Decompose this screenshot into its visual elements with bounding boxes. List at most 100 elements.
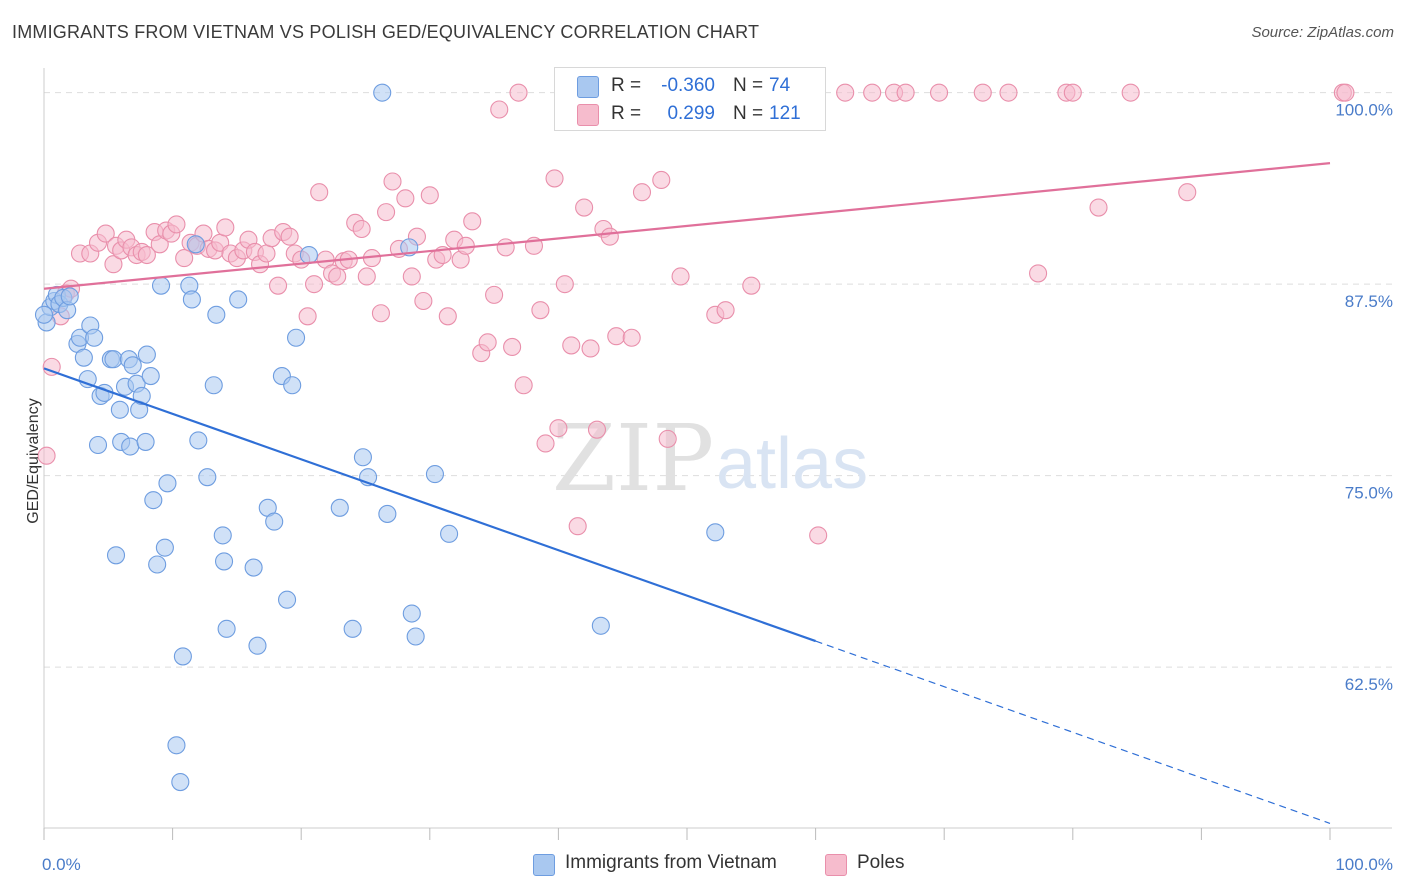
- vietnam-point: [167, 736, 186, 755]
- poles-point: [1336, 83, 1355, 102]
- vietnam-point: [217, 619, 236, 638]
- poles-point: [531, 301, 550, 320]
- vietnam-point: [60, 287, 79, 306]
- poles-point: [357, 267, 376, 286]
- vietnam-point: [248, 636, 267, 655]
- stats-n-value: 74: [769, 75, 791, 96]
- vietnam-point: [121, 437, 140, 456]
- vietnam-point: [158, 474, 177, 493]
- poles-point: [137, 245, 156, 265]
- poles-point: [896, 83, 915, 102]
- vietnam-point: [213, 526, 232, 545]
- poles-point: [652, 170, 671, 190]
- poles-point: [587, 420, 607, 439]
- vietnam-point: [214, 552, 234, 571]
- stats-n-value: 121: [769, 103, 801, 124]
- vietnam-point: [207, 305, 226, 324]
- vietnam-point: [425, 465, 444, 484]
- stats-n-label: N =: [733, 103, 764, 124]
- vietnam-point: [110, 400, 129, 419]
- poles-point: [269, 276, 288, 295]
- stats-row-vietnam: R = -0.360 N = 74: [555, 72, 825, 100]
- x-tick-label: 100.0%: [1335, 855, 1393, 874]
- vietnam-point: [132, 386, 151, 406]
- vietnam-point: [287, 328, 306, 347]
- vietnam-point: [85, 328, 104, 347]
- stats-r-label: R =: [611, 75, 642, 96]
- vietnam-point: [34, 305, 54, 324]
- stats-box: R = -0.360 N = 74 R = 0.299 N = 121: [554, 67, 826, 131]
- vietnam-point: [204, 376, 223, 395]
- poles-point: [1089, 198, 1108, 217]
- vietnam-point: [151, 276, 171, 295]
- vietnam-trend-line: [43, 367, 816, 643]
- vietnam-point: [141, 367, 160, 386]
- poles-point: [1029, 264, 1048, 283]
- poles-point: [545, 169, 564, 188]
- poles-point: [37, 446, 56, 465]
- poles-point: [478, 333, 497, 352]
- legend-label-poles: Poles: [857, 852, 905, 873]
- poles-point: [402, 267, 421, 286]
- vietnam-point: [186, 235, 205, 254]
- vietnam-point: [299, 245, 318, 265]
- y-tick-label: 87.5%: [1345, 292, 1393, 311]
- y-tick-label: 75.0%: [1345, 484, 1393, 503]
- stats-r-label: R =: [611, 103, 642, 124]
- y-tick-label: 100.0%: [1335, 101, 1393, 120]
- vietnam-point: [171, 772, 190, 792]
- poles-point: [973, 83, 992, 102]
- stats-swatch-vietnam: [577, 76, 599, 98]
- chart-title: IMMIGRANTS FROM VIETNAM VS POLISH GED/EQ…: [12, 22, 760, 42]
- stats-swatch-poles: [577, 104, 599, 126]
- poles-point: [1063, 83, 1082, 102]
- poles-point: [742, 276, 761, 295]
- poles-point: [371, 304, 390, 323]
- vietnam-point: [402, 604, 421, 623]
- poles-point: [383, 172, 402, 191]
- poles-trend-line: [43, 162, 1331, 290]
- vietnam-point: [265, 512, 284, 531]
- poles-point: [568, 517, 587, 536]
- poles-point: [562, 336, 581, 355]
- watermark-zip: ZIP: [552, 405, 714, 512]
- watermark: ZIP atlas: [552, 405, 868, 512]
- vietnam-point: [330, 498, 349, 517]
- poles-point: [716, 301, 735, 320]
- vietnam-point: [173, 647, 192, 666]
- poles-point: [1121, 83, 1140, 102]
- poles-point: [632, 183, 652, 202]
- x-tick-labels: 0.0% 100.0%: [42, 855, 1393, 874]
- poles-point: [509, 83, 528, 102]
- vietnam-point: [144, 491, 163, 510]
- poles-point: [216, 218, 235, 237]
- vietnam-trend-extension: [815, 640, 1331, 824]
- x-tick-label: 0.0%: [42, 855, 81, 874]
- vietnam-point: [155, 538, 174, 557]
- vietnam-point: [182, 290, 201, 309]
- poles-point: [414, 291, 433, 311]
- poles-point: [396, 189, 415, 208]
- stats-r-value: 0.299: [667, 103, 715, 124]
- stats-row-poles: R = 0.299 N = 121: [555, 100, 825, 128]
- stats-n-label: N =: [733, 75, 764, 96]
- vietnam-point: [88, 435, 108, 455]
- poles-point: [607, 327, 626, 346]
- legend-swatch-vietnam: [533, 854, 555, 876]
- poles-point: [298, 307, 317, 326]
- poles-point: [305, 275, 324, 294]
- watermark-atlas: atlas: [716, 424, 868, 504]
- vietnam-point: [283, 376, 302, 395]
- poles-point: [600, 227, 619, 246]
- y-axis-label: GED/Equivalency: [25, 398, 42, 523]
- legend-swatch-poles: [825, 854, 847, 876]
- poles-point: [863, 83, 882, 102]
- y-tick-label: 62.5%: [1345, 675, 1393, 694]
- vietnam-point: [106, 546, 126, 565]
- vietnam-point: [136, 432, 155, 451]
- vietnam-point: [706, 523, 725, 542]
- poles-point: [490, 100, 509, 119]
- poles-point: [96, 224, 115, 243]
- vietnam-point: [229, 290, 248, 309]
- series-poles-points: [37, 83, 1355, 545]
